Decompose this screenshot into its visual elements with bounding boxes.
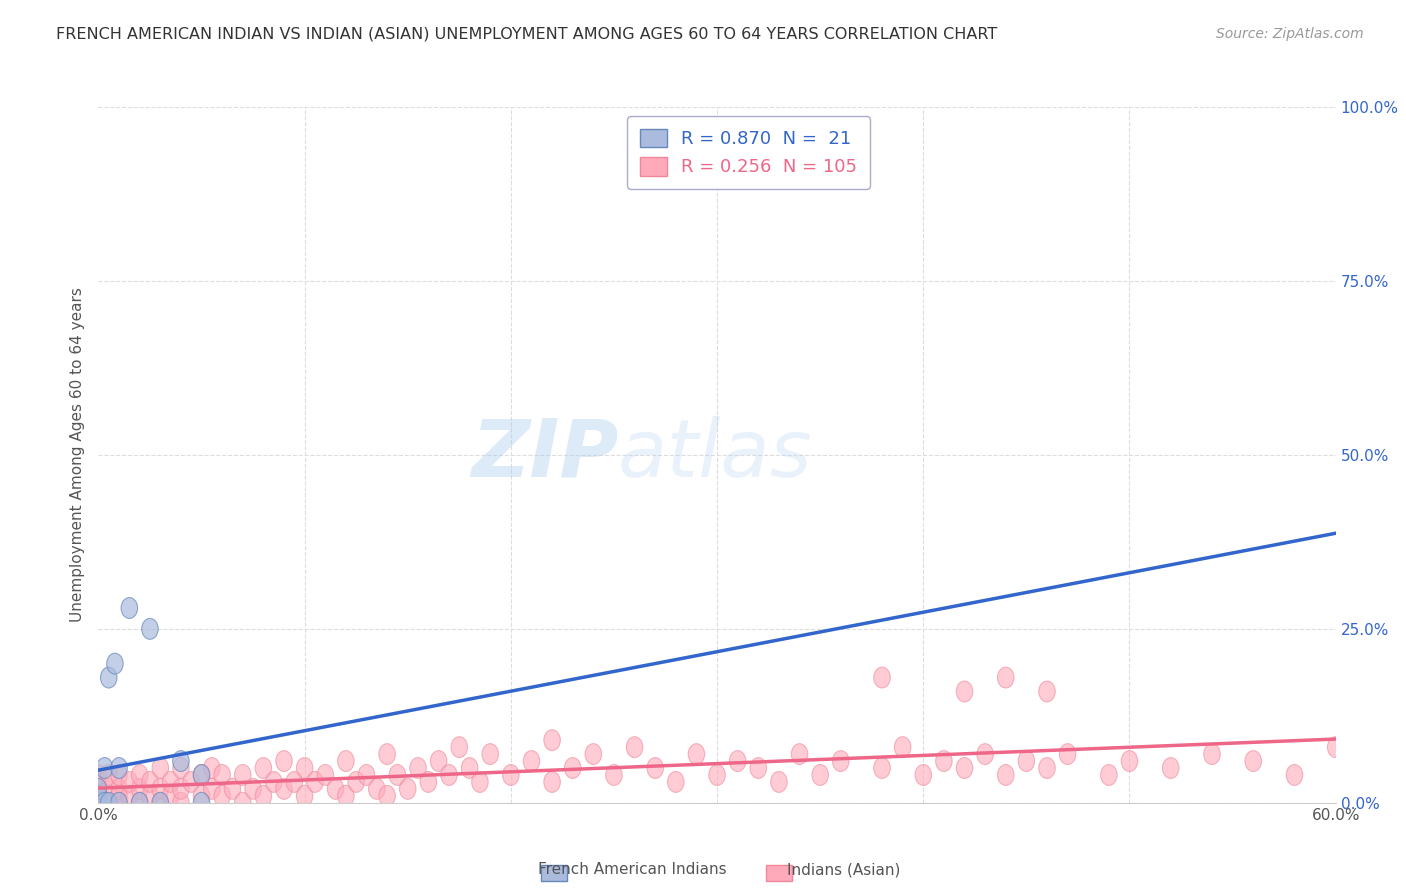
Text: atlas: atlas (619, 416, 813, 494)
Text: Source: ZipAtlas.com: Source: ZipAtlas.com (1216, 27, 1364, 41)
Text: Indians (Asian): Indians (Asian) (787, 863, 900, 877)
Y-axis label: Unemployment Among Ages 60 to 64 years: Unemployment Among Ages 60 to 64 years (69, 287, 84, 623)
Text: FRENCH AMERICAN INDIAN VS INDIAN (ASIAN) UNEMPLOYMENT AMONG AGES 60 TO 64 YEARS : FRENCH AMERICAN INDIAN VS INDIAN (ASIAN)… (56, 27, 997, 42)
Text: ZIP: ZIP (471, 416, 619, 494)
Legend: R = 0.870  N =  21, R = 0.256  N = 105: R = 0.870 N = 21, R = 0.256 N = 105 (627, 116, 870, 189)
Text: French American Indians: French American Indians (538, 863, 727, 877)
